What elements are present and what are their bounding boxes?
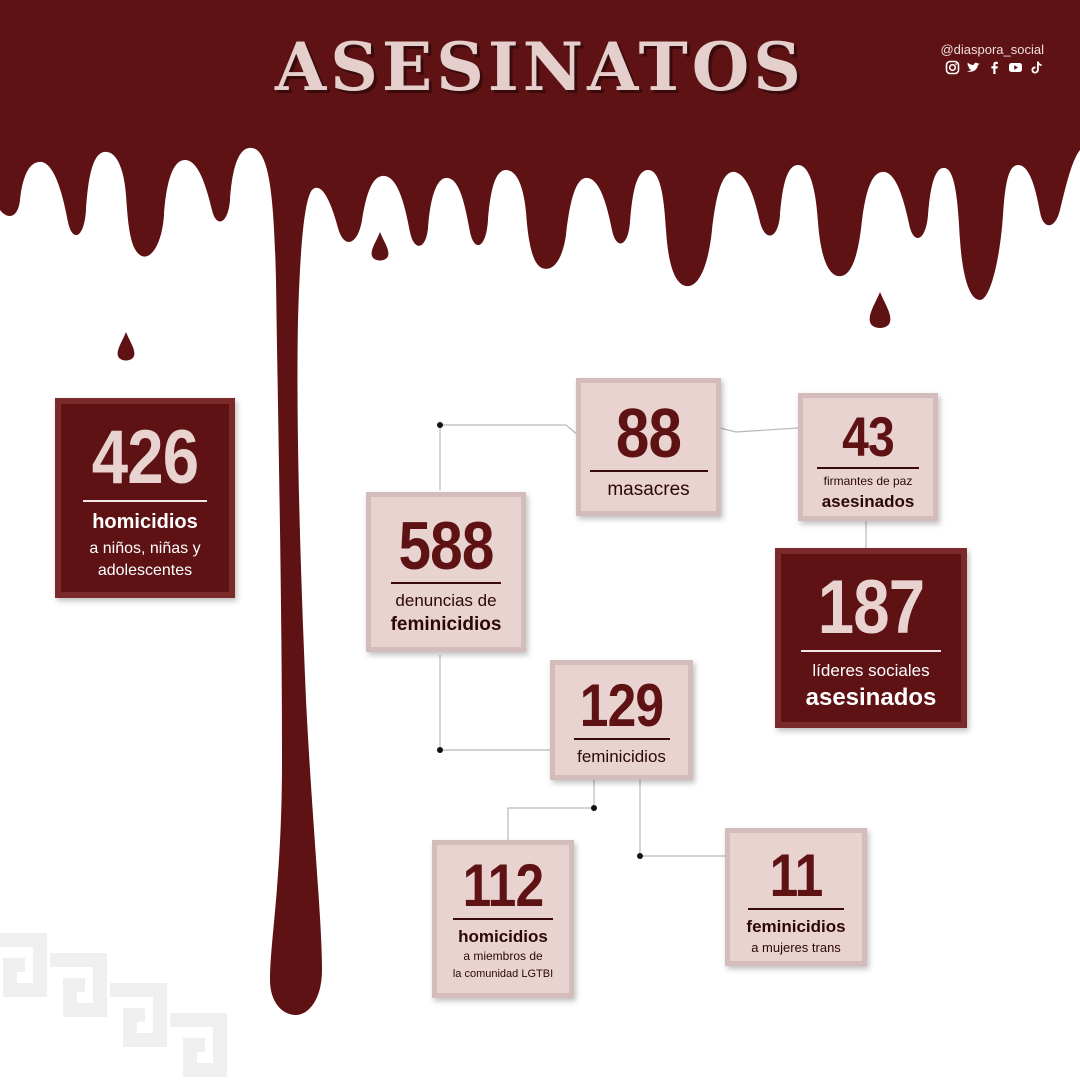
stat-sublabel: asesinados [805, 684, 937, 712]
stat-card-masacres: 88 masacres [576, 378, 721, 516]
stat-card-feminicidios: 129 feminicidios [550, 660, 693, 780]
blood-drips [0, 0, 1080, 1015]
stat-divider [453, 918, 553, 920]
stat-divider [589, 470, 708, 472]
stat-value: 588 [398, 508, 494, 584]
stat-value: 129 [579, 672, 664, 739]
tiktok-icon[interactable] [1029, 60, 1044, 75]
stat-label: líderes sociales [812, 661, 930, 680]
stat-label: homicidios [458, 927, 548, 946]
stat-label: masacres [607, 479, 690, 500]
facebook-icon[interactable] [987, 60, 1002, 75]
stat-sublabel: adolescentes [97, 562, 193, 579]
stat-divider [573, 738, 670, 740]
stat-sublabel: a niños, niñas y [89, 540, 201, 557]
stat-label: firmantes de paz [823, 474, 913, 488]
stat-value: 43 [842, 405, 895, 468]
stat-divider [817, 467, 919, 469]
social-handle: @diaspora_social [940, 42, 1044, 57]
stat-label: homicidios [92, 511, 198, 533]
stat-divider [801, 650, 941, 652]
stat-sublabel: a mujeres trans [751, 940, 841, 956]
instagram-icon[interactable] [945, 60, 960, 75]
stat-value: 88 [615, 394, 682, 472]
stat-value: 112 [462, 852, 545, 919]
stat-card-firmantes: 43 firmantes de paz asesinados [798, 393, 938, 521]
stat-card-lgtbi: 112 homicidios a miembros de la comunida… [432, 840, 574, 998]
stat-card-trans: 11 feminicidios a mujeres trans [725, 828, 867, 966]
stat-sublabel: asesinados [821, 492, 915, 511]
youtube-icon[interactable] [1008, 60, 1023, 75]
greek-fret-watermark [0, 933, 227, 1077]
social-icons [945, 60, 1044, 75]
stat-value: 426 [91, 415, 199, 500]
stat-card-homicidios-ninos: 426 homicidios a niños, niñas y adolesce… [55, 398, 235, 598]
stat-label: feminicidios [746, 917, 846, 936]
stat-label: denuncias de [395, 591, 497, 610]
page-title: ASESINATOS [275, 28, 805, 106]
twitter-icon[interactable] [966, 60, 981, 75]
stat-divider [748, 908, 844, 910]
stat-card-lideres: 187 líderes sociales asesinados [775, 548, 967, 728]
stat-sublabel: feminicidios [390, 614, 502, 636]
stat-sublabel: a miembros de [463, 949, 543, 964]
stat-value: 11 [769, 842, 824, 909]
stat-divider [83, 500, 207, 502]
stat-value: 187 [817, 565, 925, 650]
stat-divider [391, 582, 501, 584]
stat-label: feminicidios [577, 747, 666, 766]
stat-sublabel: la comunidad LGTBI [452, 968, 554, 981]
stat-card-denuncias: 588 denuncias de feminicidios [366, 492, 526, 652]
